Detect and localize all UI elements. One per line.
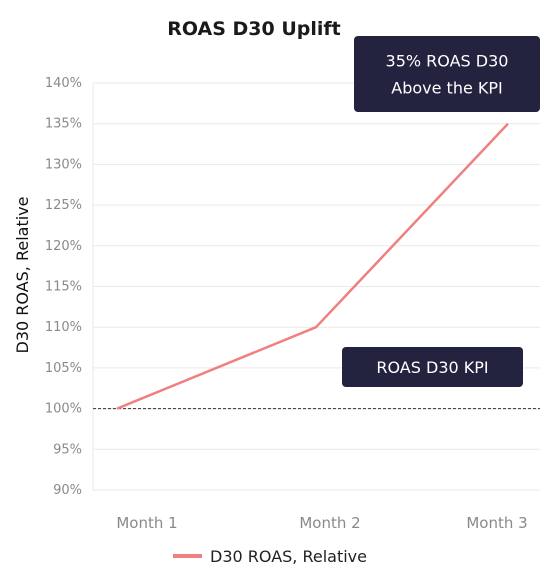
grid-lines [92,82,540,491]
y-axis-label: D30 ROAS, Relative [13,197,32,354]
annotation-text: 35% ROAS D30 [386,52,509,71]
annotation-box [354,36,540,112]
annotations: 35% ROAS D30 Above the KPI ROAS D30 KPI [342,36,540,387]
x-tick-label: Month 3 [466,514,527,532]
legend: D30 ROAS, Relative [173,547,367,566]
y-tick-label: 100% [45,402,82,417]
y-tick-labels: 90% 95% 100% 105% 110% 115% 120% 125% 130% 135% 14… [45,76,82,498]
x-tick-label: Month 2 [299,514,360,532]
series-layer [116,122,509,410]
x-tick-label: Month 1 [116,514,177,532]
y-tick-label: 105% [45,361,82,376]
y-tick-label: 140% [45,76,82,91]
y-tick-label: 115% [45,280,82,295]
y-tick-label: 120% [45,239,82,254]
annotation-text: ROAS D30 KPI [376,358,488,377]
y-tick-label: 90% [53,483,82,498]
annotation-box [342,347,523,387]
y-tick-label: 125% [45,198,82,213]
y-tick-label: 130% [45,157,82,172]
y-tick-label: 95% [53,442,82,457]
y-tick-label: 110% [45,320,82,335]
legend-label: D30 ROAS, Relative [210,547,367,566]
annotation-text: Above the KPI [391,79,503,98]
y-tick-label: 135% [45,117,82,132]
x-tick-labels: Month 1 Month 2 Month 3 [116,514,527,532]
chart-title: ROAS D30 Uplift [167,18,341,40]
